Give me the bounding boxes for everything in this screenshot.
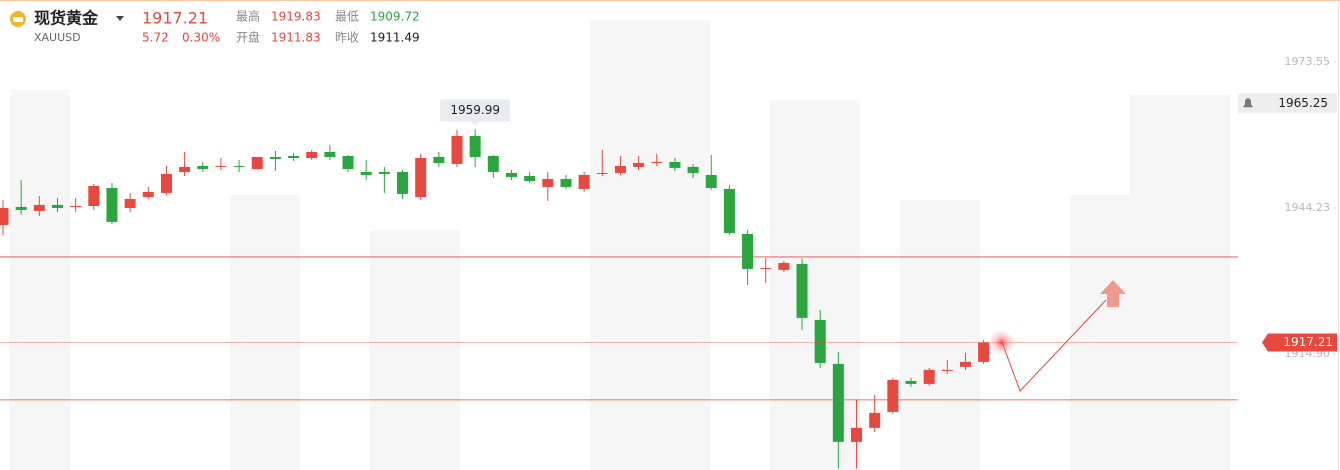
candle-body	[15, 206, 27, 210]
drawing-line	[1001, 299, 1107, 392]
candle-body	[941, 369, 953, 371]
candle-body	[51, 204, 63, 208]
last-price: 1917.21	[142, 9, 208, 28]
candle-body	[269, 156, 281, 159]
stat-value: 1919.83	[271, 10, 321, 24]
candle-body	[160, 173, 172, 193]
candle-body	[651, 161, 663, 163]
candle-body	[778, 262, 790, 270]
candle-body	[288, 155, 300, 158]
high-tooltip-label: 1959.99	[450, 103, 500, 117]
change-pct: 0.30%	[182, 31, 220, 45]
stat-label: 昨收	[335, 31, 359, 45]
candle-body	[705, 174, 717, 188]
candle-body	[179, 166, 191, 172]
candle-body	[905, 380, 917, 384]
candle-body	[832, 363, 844, 442]
stat-value: 1909.72	[370, 10, 420, 24]
candle-body	[669, 161, 681, 168]
candle-body	[959, 361, 971, 367]
candle-body	[596, 172, 608, 174]
candle-body	[887, 379, 899, 412]
candle-body	[378, 171, 390, 174]
stat-value: 1911.83	[271, 31, 321, 45]
candle-body	[415, 157, 427, 197]
candle-body	[397, 171, 409, 194]
candle-body	[342, 155, 354, 169]
stat-value: 1911.49	[370, 31, 420, 45]
candle-body	[614, 165, 626, 173]
y-tick-label: 1944.23	[1285, 201, 1331, 214]
candle-body	[560, 178, 572, 187]
candle-body	[796, 263, 808, 318]
candle-body	[469, 135, 481, 157]
instrument-name: 现货黄金	[34, 9, 99, 28]
alert-bell	[1243, 98, 1253, 108]
candle-body	[33, 204, 45, 211]
current-price-label: 1917.21	[1283, 335, 1333, 349]
candle-body	[923, 369, 935, 384]
candle-body	[251, 156, 263, 169]
candle-body	[70, 205, 82, 207]
high-tooltip	[440, 99, 511, 122]
candle-body	[851, 427, 863, 442]
change: 5.72	[142, 31, 169, 45]
y-tick-label: 1973.55	[1285, 55, 1331, 68]
high-tooltip-pointer	[471, 121, 480, 126]
drawing-arrow	[1100, 280, 1126, 307]
candle-body	[197, 165, 209, 169]
candle-body	[433, 156, 445, 163]
candle-body	[124, 198, 136, 208]
stat-label: 最高	[236, 9, 260, 24]
stat-label: 开盘	[236, 30, 260, 45]
alert-label: 1965.25	[1278, 96, 1328, 110]
candle-body	[324, 151, 336, 157]
candle-body	[360, 171, 372, 175]
candle-body	[869, 412, 881, 428]
candle-body	[633, 162, 645, 167]
candle-body	[0, 207, 9, 225]
header: 现货黄金 XAUUSD 1917.21 5.72 0.30%	[10, 9, 220, 45]
candle-body	[524, 175, 536, 181]
candle-body	[687, 166, 699, 173]
candle-body	[233, 165, 245, 167]
alert-badge	[1238, 93, 1337, 114]
candle-body	[814, 319, 826, 363]
candle-body	[578, 174, 590, 189]
candle-body	[542, 178, 554, 187]
candle-body	[760, 267, 772, 269]
candle-body	[142, 191, 154, 197]
candle-body	[742, 233, 754, 269]
instrument-symbol: XAUUSD	[34, 31, 81, 44]
candle-body	[978, 342, 990, 362]
candle-body	[306, 151, 318, 158]
background	[10, 20, 1230, 470]
gold-icon-bar	[13, 17, 23, 22]
stat-label: 最低	[335, 10, 359, 24]
candle-body	[505, 172, 517, 177]
candle-body	[88, 185, 100, 206]
candle-body	[451, 135, 463, 164]
candle-body	[215, 165, 227, 167]
dropdown[interactable]	[116, 16, 124, 21]
current-price-glow	[988, 329, 1015, 356]
candle-body	[106, 187, 118, 222]
candle-body	[487, 155, 499, 172]
candle-body	[723, 188, 735, 233]
current-price-badge	[1262, 333, 1337, 352]
